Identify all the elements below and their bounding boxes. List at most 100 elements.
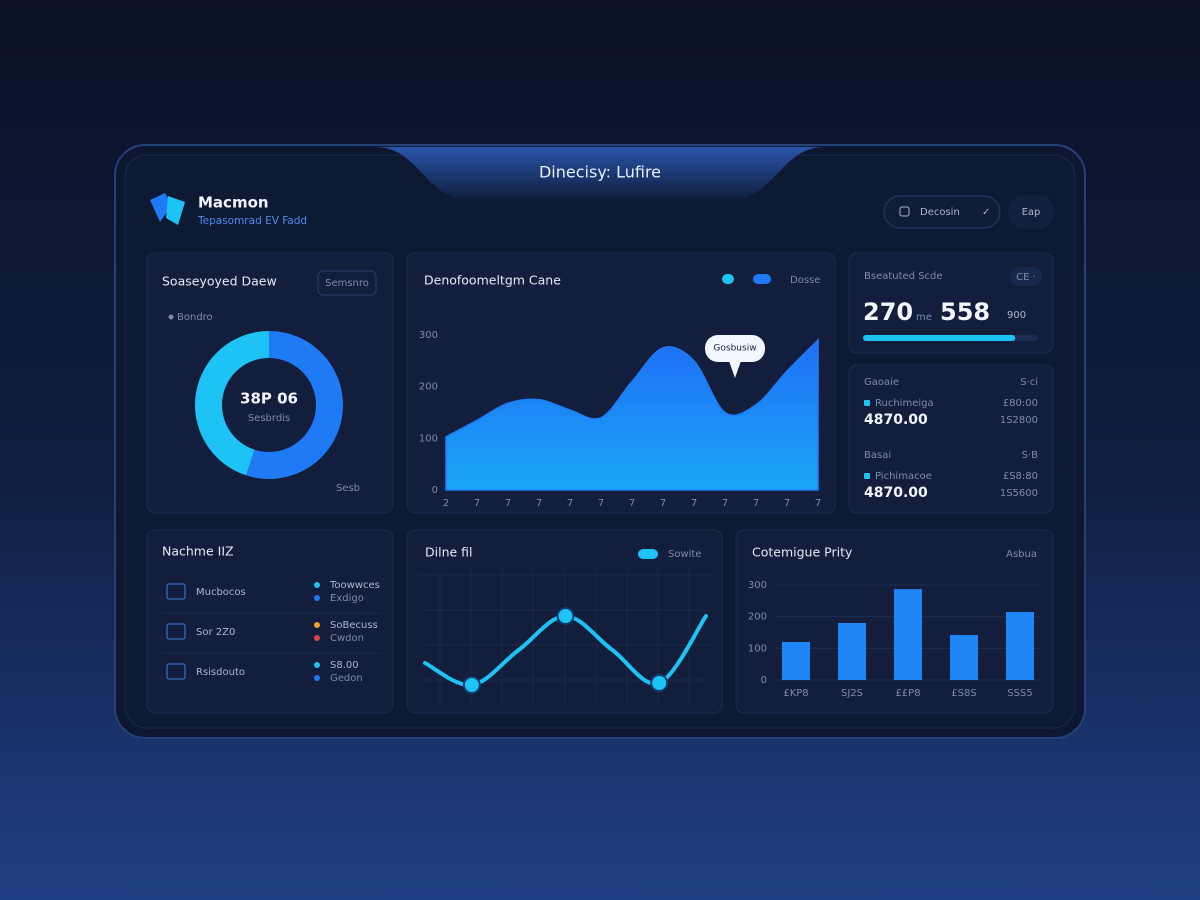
status-dot [314,582,320,588]
stat-unit: me [916,312,932,323]
y-tick-label: 200 [748,612,767,623]
x-tick-label: 7 [815,498,821,509]
panel-button[interactable] [317,270,377,296]
x-tick-label: 7 [567,498,573,509]
balance-amount-right: 1S5600 [1000,488,1038,499]
user-button[interactable] [1008,195,1055,229]
x-tick-label: 7 [598,498,604,509]
panel-button-label: Semsnro [325,278,369,289]
panel-subtitle: Asbua [1006,549,1037,560]
row-line: SoBecuss [330,620,378,631]
user-label: Eap [1022,207,1041,218]
window-title: Dinecisy: Lufire [539,163,661,182]
y-tick-label: 300 [748,580,767,591]
balance-label: Gaoaie [864,377,899,388]
point [650,674,669,692]
row-icon [166,623,186,640]
bar [894,589,922,680]
status-dot [314,635,320,641]
bullet [864,473,870,479]
x-tick-label: SJ2S [841,688,863,699]
y-tick-label: 0 [761,675,767,686]
button-icon [899,206,910,217]
bar [782,642,810,680]
tooltip [705,335,765,362]
x-tick-label: £KP8 [783,688,808,699]
area [445,338,819,491]
stat-value: 900 [1007,310,1026,321]
logo [150,193,172,222]
row-line: Gedon [330,673,363,684]
x-tick-label: 7 [753,498,759,509]
donut-center-value: 38P 06 [240,390,298,408]
balance-item-right: £S8:80 [1003,471,1038,482]
y-tick-label: 0 [432,485,438,496]
status-dot [314,662,320,668]
tooltip-label: Gosbusiw [713,344,756,354]
balance-panel [848,364,1054,514]
x-tick-label: ££P8 [895,688,920,699]
balance-amount: 4870.00 [864,412,928,428]
y-tick-label: 300 [419,330,438,341]
stats-badge-label: CE · [1016,272,1036,283]
status-dot [314,675,320,681]
title-tab [375,147,825,200]
header-button-label: Decosin [920,207,960,218]
x-tick-label: 7 [474,498,480,509]
row-label: Rsisdouto [196,667,245,678]
header-button[interactable] [883,195,1001,229]
bar [838,623,866,680]
balance-amount: 4870.00 [864,485,928,501]
row-label: Sor 2Z0 [196,627,235,638]
legend-label: Bondro [177,312,213,323]
legend-pill [753,274,771,284]
x-tick-label: 7 [722,498,728,509]
point [556,607,575,625]
status-dot [314,595,320,601]
legend-pill [638,549,658,559]
stat-value: 558 [940,298,990,326]
donut-panel [146,252,394,514]
brand-subtitle: Tepasomrad EV Fadd [197,215,307,227]
point [462,676,481,694]
y-tick-label: 200 [419,382,438,393]
balance-label-right: S·B [1022,450,1039,461]
panel-title: Denofoomeltgm Cane [424,273,561,288]
x-tick-label: 7 [536,498,542,509]
x-tick-label: 7 [629,498,635,509]
footnote: Sesb [336,483,360,494]
x-tick-label: 7 [691,498,697,509]
row-icon [166,663,186,680]
donut-center-label: Sesbrdis [248,413,290,424]
bar [950,635,978,680]
logo [166,196,185,225]
donut-segment [246,331,343,479]
stats-badge[interactable] [1010,267,1042,286]
balance-item-right: £80:00 [1003,398,1038,409]
bar [1006,611,1034,680]
status-dot [314,622,320,628]
legend-pill [722,274,734,284]
row-line: Exdigo [330,593,364,604]
x-tick-label: 2 [443,498,449,509]
y-tick-label: 100 [748,643,767,654]
balance-label-right: S·ci [1020,377,1038,388]
x-tick-label: 7 [784,498,790,509]
balance-item: Pichimacoe [875,471,932,482]
row-line: Cwdon [330,633,364,644]
panel-title: Dilne fil [425,545,473,560]
legend-dot [168,314,174,320]
legend-label: Sowite [668,549,702,560]
balance-item: Ruchimeiga [875,398,934,409]
donut-segment [195,331,269,476]
legend-label: Dosse [790,275,820,286]
row-line: Toowwces [329,580,380,591]
panel-title: Cotemigue Prity [752,545,853,560]
progress-fill [863,335,1016,341]
x-tick-label: SSS5 [1007,688,1032,699]
tooltip-pointer [729,361,741,378]
row-icon [166,583,186,600]
stat-value: 270 [863,298,913,326]
x-tick-label: 7 [505,498,511,509]
